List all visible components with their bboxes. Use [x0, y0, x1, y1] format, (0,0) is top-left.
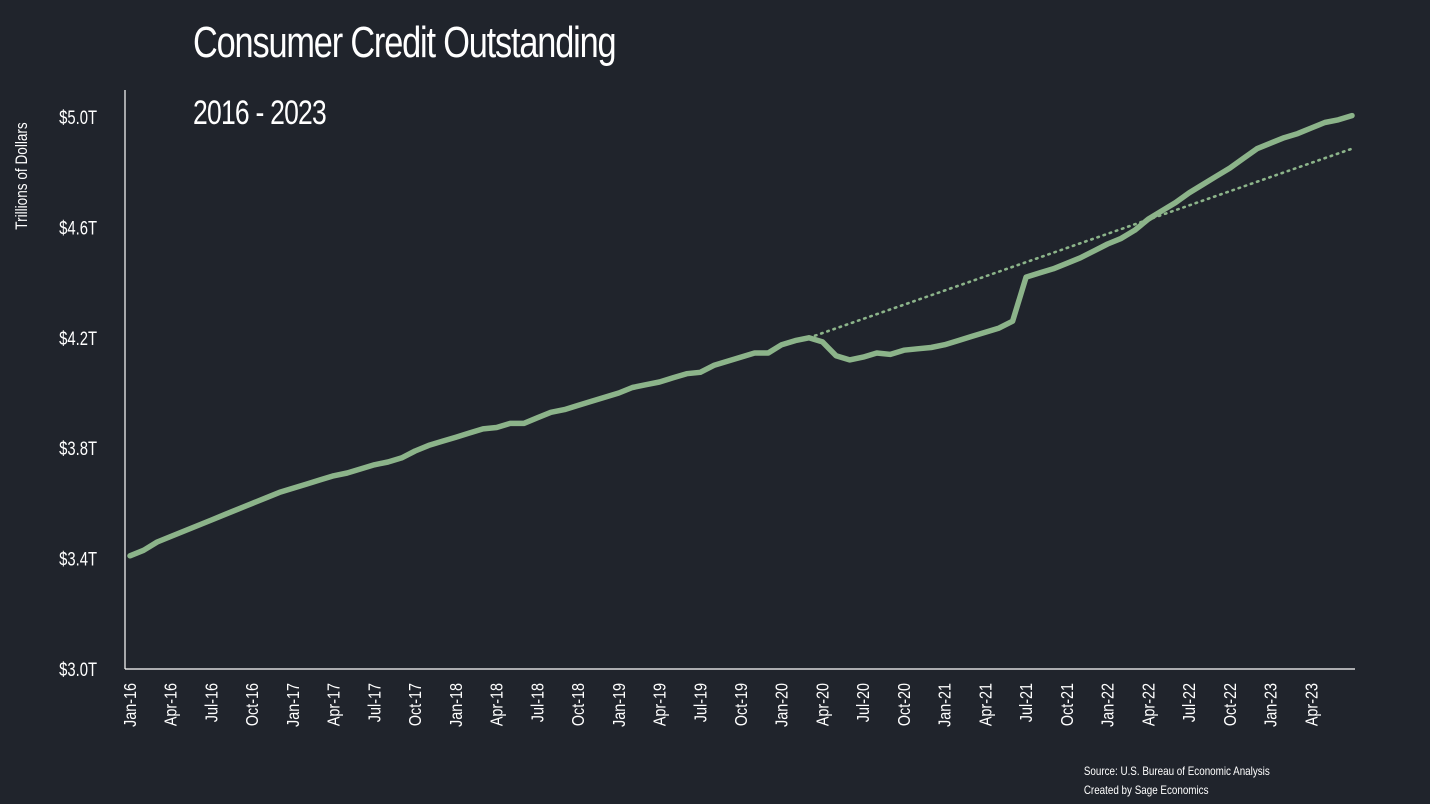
x-tick-label: Jan-22: [1098, 683, 1118, 727]
y-tick-label: $5.0T: [59, 107, 97, 128]
x-tick-label: Apr-22: [1139, 683, 1159, 726]
y-tick-label: $4.6T: [59, 218, 97, 239]
x-tick-label: Jan-21: [935, 683, 955, 727]
y-tick-label: $3.4T: [59, 549, 97, 570]
x-tick-label: Jan-20: [772, 683, 792, 727]
x-tick-label: Jan-19: [609, 683, 629, 727]
x-tick-label: Oct-22: [1220, 683, 1240, 726]
trend-line: [807, 147, 1354, 340]
x-tick-label: Oct-18: [569, 683, 589, 726]
x-tick-label: Jul-17: [365, 683, 385, 722]
x-tick-label: Apr-20: [813, 683, 833, 726]
x-tick-label: Jan-18: [446, 683, 466, 727]
x-tick-label: Jan-17: [283, 683, 303, 727]
x-tick-label: Jul-19: [691, 683, 711, 722]
x-tick-label: Jul-21: [1017, 683, 1037, 722]
x-tick-label: Apr-18: [487, 683, 507, 726]
chart-subtitle: 2016 - 2023: [193, 94, 327, 132]
x-tick-label: Jan-16: [121, 683, 141, 727]
credit-line: Created by Sage Economics: [1084, 783, 1209, 797]
y-tick-label: $3.0T: [59, 659, 97, 680]
x-tick-label: Apr-16: [161, 683, 181, 726]
x-tick-label: Oct-16: [243, 683, 263, 726]
x-tick-label: Oct-20: [894, 683, 914, 726]
x-tick-label: Jul-20: [854, 683, 874, 722]
x-tick-label: Oct-19: [732, 683, 752, 726]
series-group: [127, 112, 1355, 559]
x-tick-labels: Jan-16 Apr-16 Jul-16 Oct-16 Jan-17 Apr-17 Jul-…: [121, 683, 1322, 727]
x-tick-label: Apr-19: [650, 683, 670, 726]
y-tick-label: $3.8T: [59, 438, 97, 459]
x-tick-label: Oct-17: [406, 683, 426, 726]
y-tick-label: $4.2T: [59, 328, 97, 349]
x-tick-label: Jul-16: [202, 683, 222, 722]
x-tick-label: Apr-17: [324, 683, 344, 726]
y-tick-labels: $3.0T $3.4T $3.8T $4.2T $4.6T $5.0T: [59, 107, 97, 680]
x-tick-label: Apr-23: [1302, 683, 1322, 726]
x-tick-label: Oct-21: [1057, 683, 1077, 726]
chart-title: Consumer Credit Outstanding: [193, 18, 617, 67]
x-tick-label: Apr-21: [976, 683, 996, 726]
x-tick-label: Jul-18: [528, 683, 548, 722]
y-axis-title: Trillions of Dollars: [13, 122, 32, 230]
x-tick-label: Jan-23: [1261, 683, 1281, 727]
series-line: [127, 112, 1355, 559]
source-line: Source: U.S. Bureau of Economic Analysis: [1084, 764, 1270, 778]
source-note: Source: U.S. Bureau of Economic Analysis…: [1084, 762, 1270, 800]
x-tick-label: Jul-22: [1180, 683, 1200, 722]
